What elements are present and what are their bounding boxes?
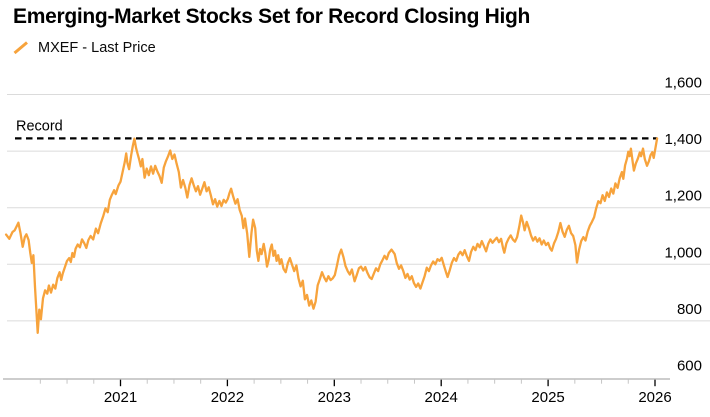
chart-legend: MXEF - Last Price [13, 40, 156, 56]
x-axis-label: 2021 [104, 389, 137, 406]
y-axis-label: 1,400 [664, 131, 702, 148]
y-axis-label: 1,000 [664, 244, 702, 261]
x-axis-label: 2022 [211, 389, 244, 406]
page-title: Emerging-Market Stocks Set for Record Cl… [13, 5, 531, 28]
y-axis-label: 600 [677, 358, 702, 375]
x-axis-label: 2024 [425, 389, 458, 406]
record-label: Record [16, 118, 63, 134]
legend-label: MXEF - Last Price [38, 40, 156, 56]
y-axis-label: 1,600 [664, 75, 702, 92]
y-axis-label: 800 [677, 301, 702, 318]
price-line [4, 137, 659, 334]
line-series-icon [13, 41, 28, 55]
x-axis-label: 2025 [531, 389, 564, 406]
y-axis-label: 1,200 [664, 188, 702, 205]
x-axis-label: 2026 [638, 389, 671, 406]
x-axis-label: 2023 [318, 389, 351, 406]
